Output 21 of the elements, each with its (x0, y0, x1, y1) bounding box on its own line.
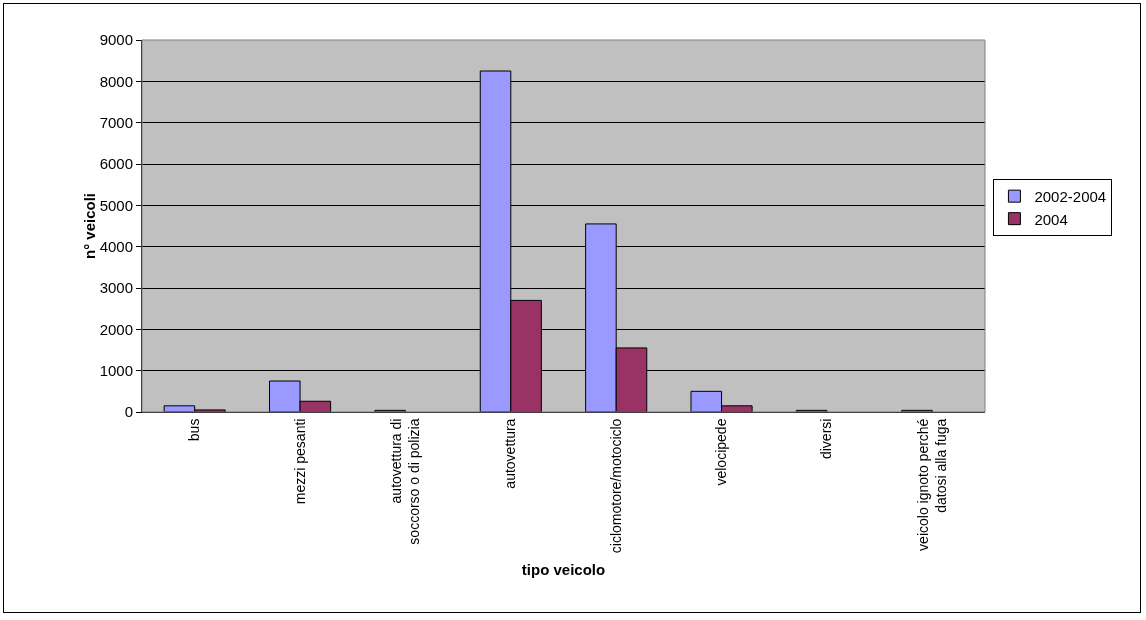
x-tick-label: autovettura (502, 418, 519, 489)
x-tick-label: diversi (818, 418, 835, 460)
y-tick-label: 3000 (99, 279, 133, 297)
y-tick-label: 2000 (99, 320, 133, 338)
y-tick-label: 5000 (99, 196, 133, 214)
legend-label: 2004 (1034, 210, 1068, 228)
y-tick-label: 8000 (99, 72, 133, 90)
y-tick-label: 0 (124, 403, 133, 421)
x-tick-label: velocipede (713, 418, 730, 486)
y-tick-label: 7000 (99, 113, 133, 131)
y-tick-label: 1000 (99, 361, 133, 379)
x-tick-label: ciclomotore/motociclo (607, 418, 624, 554)
x-axis-title: tipo veicolo (521, 561, 606, 579)
y-tick-label: 4000 (99, 237, 133, 255)
x-tick-label: mezzi pesanti (291, 418, 308, 505)
x-tick-label: veicolo ignoto perché datosi alla fuga (914, 418, 949, 551)
y-tick-label: 9000 (99, 31, 133, 49)
x-tick-label: bus (186, 418, 203, 442)
legend-label: 2002-2004 (1034, 188, 1107, 205)
y-tick-label: 6000 (99, 155, 133, 173)
y-axis-title: n° veicoli (80, 192, 98, 260)
